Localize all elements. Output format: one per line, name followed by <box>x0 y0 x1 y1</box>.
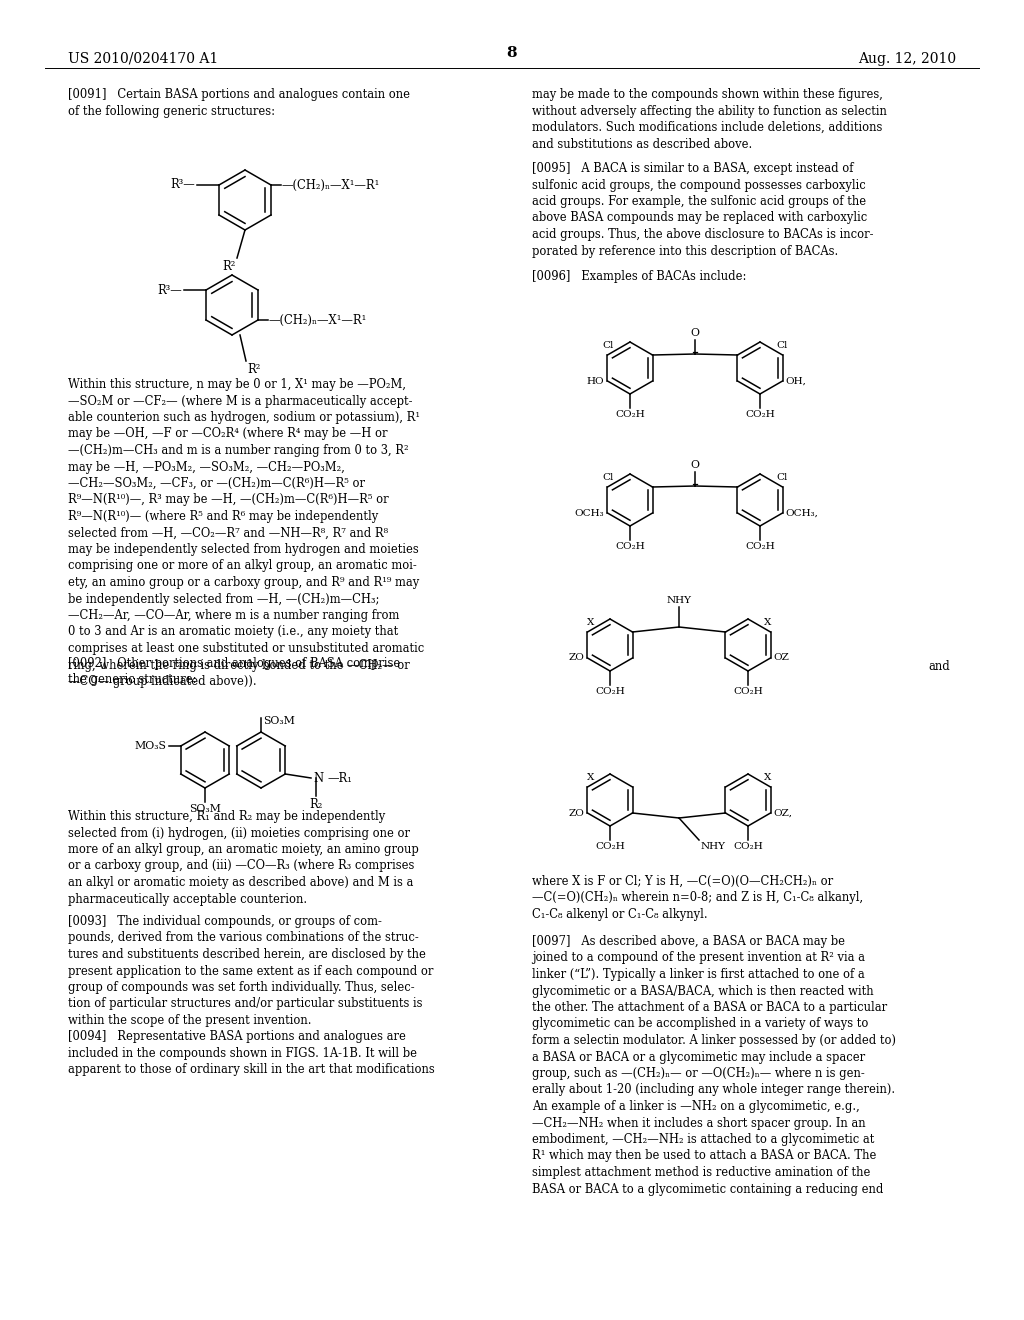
Text: Aug. 12, 2010: Aug. 12, 2010 <box>858 51 956 66</box>
Text: X: X <box>764 774 771 781</box>
Text: [0097]   As described above, a BASA or BACA may be
joined to a compound of the p: [0097] As described above, a BASA or BAC… <box>532 935 896 1196</box>
Text: O: O <box>690 459 699 470</box>
Text: NHY: NHY <box>667 597 691 605</box>
Text: CO₂H: CO₂H <box>733 686 763 696</box>
Text: ZO: ZO <box>568 653 585 663</box>
Text: R₂: R₂ <box>309 799 323 810</box>
Text: R²: R² <box>247 363 260 376</box>
Text: R³—: R³— <box>158 284 182 297</box>
Text: X: X <box>587 618 594 627</box>
Text: may be made to the compounds shown within these figures,
without adversely affec: may be made to the compounds shown withi… <box>532 88 887 150</box>
Text: CO₂H: CO₂H <box>595 686 625 696</box>
Text: Within this structure, n may be 0 or 1, X¹ may be —PO₂M,
—SO₂M or —CF₂— (where M: Within this structure, n may be 0 or 1, … <box>68 378 424 688</box>
Text: Within this structure, R₁ and R₂ may be independently
selected from (i) hydrogen: Within this structure, R₁ and R₂ may be … <box>68 810 419 906</box>
Text: [0091]   Certain BASA portions and analogues contain one
of the following generi: [0091] Certain BASA portions and analogu… <box>68 88 410 117</box>
Text: US 2010/0204170 A1: US 2010/0204170 A1 <box>68 51 218 66</box>
Text: CO₂H: CO₂H <box>615 411 645 418</box>
Text: CO₂H: CO₂H <box>745 543 775 550</box>
Text: ZO: ZO <box>568 808 585 817</box>
Text: O: O <box>690 327 699 338</box>
Text: and: and <box>928 660 950 673</box>
Text: R³—: R³— <box>170 178 195 191</box>
Text: CO₂H: CO₂H <box>733 842 763 851</box>
Text: [0093]   The individual compounds, or groups of com-
pounds, derived from the va: [0093] The individual compounds, or grou… <box>68 915 433 1027</box>
Text: SO₃M: SO₃M <box>263 715 295 726</box>
Text: OZ: OZ <box>773 653 790 663</box>
Text: 8: 8 <box>507 46 517 59</box>
Text: where X is F or Cl; Y is H, —C(=O)(O—CH₂CH₂)ₙ or
—C(=O)(CH₂)ₙ wherein n=0-8; and: where X is F or Cl; Y is H, —C(=O)(O—CH₂… <box>532 875 863 921</box>
Text: —(CH₂)ₙ—X¹—R¹: —(CH₂)ₙ—X¹—R¹ <box>282 178 380 191</box>
Text: [0096]   Examples of BACAs include:: [0096] Examples of BACAs include: <box>532 271 746 282</box>
Text: [0092]   Other portions and analogues of BASA comprise
the generic structure:: [0092] Other portions and analogues of B… <box>68 657 400 686</box>
Text: Cl: Cl <box>776 473 787 482</box>
Text: OCH₃,: OCH₃, <box>785 508 818 517</box>
Text: Cl: Cl <box>603 341 614 350</box>
Text: —R₁: —R₁ <box>327 771 352 784</box>
Text: R²: R² <box>222 260 236 273</box>
Text: Cl: Cl <box>603 473 614 482</box>
Text: X: X <box>587 774 594 781</box>
Text: OH,: OH, <box>785 376 806 385</box>
Text: SO₃M: SO₃M <box>189 804 221 814</box>
Text: MO₃S: MO₃S <box>135 741 167 751</box>
Text: [0094]   Representative BASA portions and analogues are
included in the compound: [0094] Representative BASA portions and … <box>68 1030 435 1076</box>
Text: OCH₃: OCH₃ <box>574 508 604 517</box>
Text: X: X <box>764 618 771 627</box>
Text: Cl: Cl <box>776 341 787 350</box>
Text: CO₂H: CO₂H <box>615 543 645 550</box>
Text: OZ,: OZ, <box>773 808 793 817</box>
Text: —(CH₂)ₙ—X¹—R¹: —(CH₂)ₙ—X¹—R¹ <box>269 314 368 326</box>
Text: HO: HO <box>587 376 604 385</box>
Text: N: N <box>313 771 324 784</box>
Text: CO₂H: CO₂H <box>595 842 625 851</box>
Text: NHY: NHY <box>701 842 726 851</box>
Text: [0095]   A BACA is similar to a BASA, except instead of
sulfonic acid groups, th: [0095] A BACA is similar to a BASA, exce… <box>532 162 873 257</box>
Text: CO₂H: CO₂H <box>745 411 775 418</box>
